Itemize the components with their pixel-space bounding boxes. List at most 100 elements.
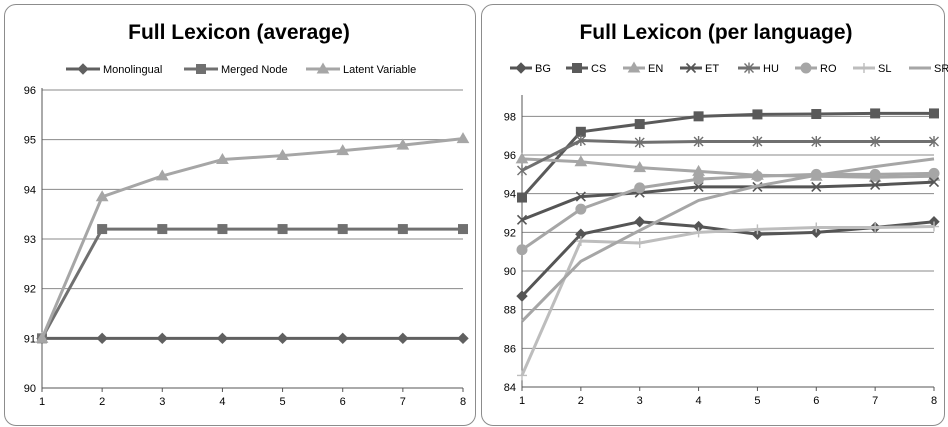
series-sr	[520, 157, 935, 323]
y-tick-label: 91	[24, 333, 36, 345]
data-point	[928, 177, 940, 188]
data-point	[96, 332, 108, 345]
series-line	[521, 139, 934, 172]
legend-label: BG	[535, 63, 551, 75]
data-point	[928, 167, 940, 179]
x-tick-label: 4	[696, 395, 702, 407]
y-tick-label: 90	[504, 266, 516, 278]
legend-label: SL	[878, 63, 891, 75]
data-point	[337, 224, 348, 235]
legend-label: SR	[934, 63, 948, 75]
chart-panel-average: Full Lexicon (average) 90 91 92 93 94 95 96 1 2 3 4…	[4, 4, 476, 426]
data-point	[575, 191, 586, 202]
data-point	[217, 224, 228, 235]
y-tick-label: 92	[24, 284, 36, 296]
x-tick-label: 3	[159, 396, 165, 408]
x-tick-label: 7	[400, 396, 406, 408]
data-point	[575, 236, 586, 247]
series-line	[521, 180, 935, 222]
data-point	[97, 224, 108, 235]
data-point	[929, 221, 939, 232]
legend-label: Merged Node	[221, 64, 288, 76]
series-line	[520, 157, 935, 323]
data-point	[516, 244, 528, 256]
series-merged-node	[37, 224, 468, 344]
legend-item: Monolingual	[66, 63, 162, 76]
series-monolingual	[36, 332, 469, 345]
data-point	[575, 135, 586, 146]
data-point	[929, 108, 939, 119]
data-point	[811, 181, 822, 192]
y-tick-label: 90	[24, 383, 36, 395]
x-tick-label: 4	[219, 396, 225, 408]
legend-item: SL	[853, 63, 891, 75]
data-point	[397, 332, 409, 345]
x-tick-label: 8	[460, 396, 466, 408]
data-point	[276, 332, 289, 345]
data-point	[457, 332, 469, 345]
data-point	[516, 290, 528, 302]
series-sl	[517, 221, 939, 381]
x-tick-label: 2	[99, 396, 105, 408]
legend-item: SR	[909, 63, 948, 75]
data-point	[277, 224, 288, 235]
y-tick-label: 94	[504, 189, 516, 201]
data-point	[35, 331, 49, 343]
data-point	[811, 135, 822, 147]
chart-average-svg: Full Lexicon (average) 90 91 92 93 94 95 96 1 2 3 4…	[24, 21, 470, 408]
legend: BG CS EN ET HU RO SL SR	[510, 61, 948, 75]
data-point	[811, 109, 822, 120]
legend-label: RO	[820, 63, 837, 75]
legend-label: Monolingual	[103, 64, 162, 76]
data-point	[155, 169, 169, 181]
data-point	[634, 215, 646, 228]
data-point	[634, 136, 645, 148]
series-latent-variable	[35, 132, 470, 343]
data-point	[634, 182, 646, 194]
legend-marker	[685, 62, 697, 74]
chart-per-language-svg: Full Lexicon (per language)8486889092949…	[504, 21, 948, 407]
x-tick-label: 5	[280, 396, 286, 408]
legend-label: EN	[648, 63, 663, 75]
legend-item: HU	[738, 62, 779, 75]
legend-item: EN	[623, 61, 663, 75]
y-tick-label: 95	[24, 135, 36, 147]
legend-item: CS	[566, 63, 606, 75]
x-tick-label: 3	[637, 395, 643, 407]
legend-marker	[744, 62, 754, 74]
data-point	[336, 144, 350, 156]
data-point	[752, 224, 763, 235]
data-point	[693, 181, 704, 192]
data-point	[693, 111, 704, 122]
data-point	[516, 214, 528, 225]
data-point	[752, 109, 763, 120]
y-tick-label: 96	[24, 85, 36, 97]
series-line	[40, 227, 463, 340]
x-tick-label: 5	[754, 395, 760, 407]
data-point	[456, 132, 470, 144]
y-tick-label: 92	[504, 227, 516, 239]
y-tick-label: 94	[24, 184, 36, 196]
legend-label: ET	[705, 63, 719, 75]
series-line	[521, 157, 935, 179]
y-tick-label: 84	[504, 382, 516, 394]
data-point	[751, 170, 763, 182]
y-tick-label: 93	[24, 234, 36, 246]
data-point	[633, 161, 647, 173]
data-point	[95, 190, 109, 202]
y-tick-label: 96	[504, 150, 516, 162]
data-point	[337, 332, 349, 345]
data-point	[216, 153, 229, 165]
legend-marker	[77, 63, 89, 75]
data-point	[396, 138, 410, 150]
data-point	[870, 135, 881, 147]
data-point	[869, 168, 881, 180]
series-ro	[516, 167, 940, 256]
series-hu	[517, 135, 939, 176]
data-point	[693, 227, 704, 238]
y-tick-label: 88	[504, 305, 516, 317]
data-point	[634, 237, 645, 248]
y-tick-label: 98	[504, 111, 516, 123]
legend-item: RO	[795, 62, 837, 75]
x-tick-label: 6	[340, 396, 346, 408]
